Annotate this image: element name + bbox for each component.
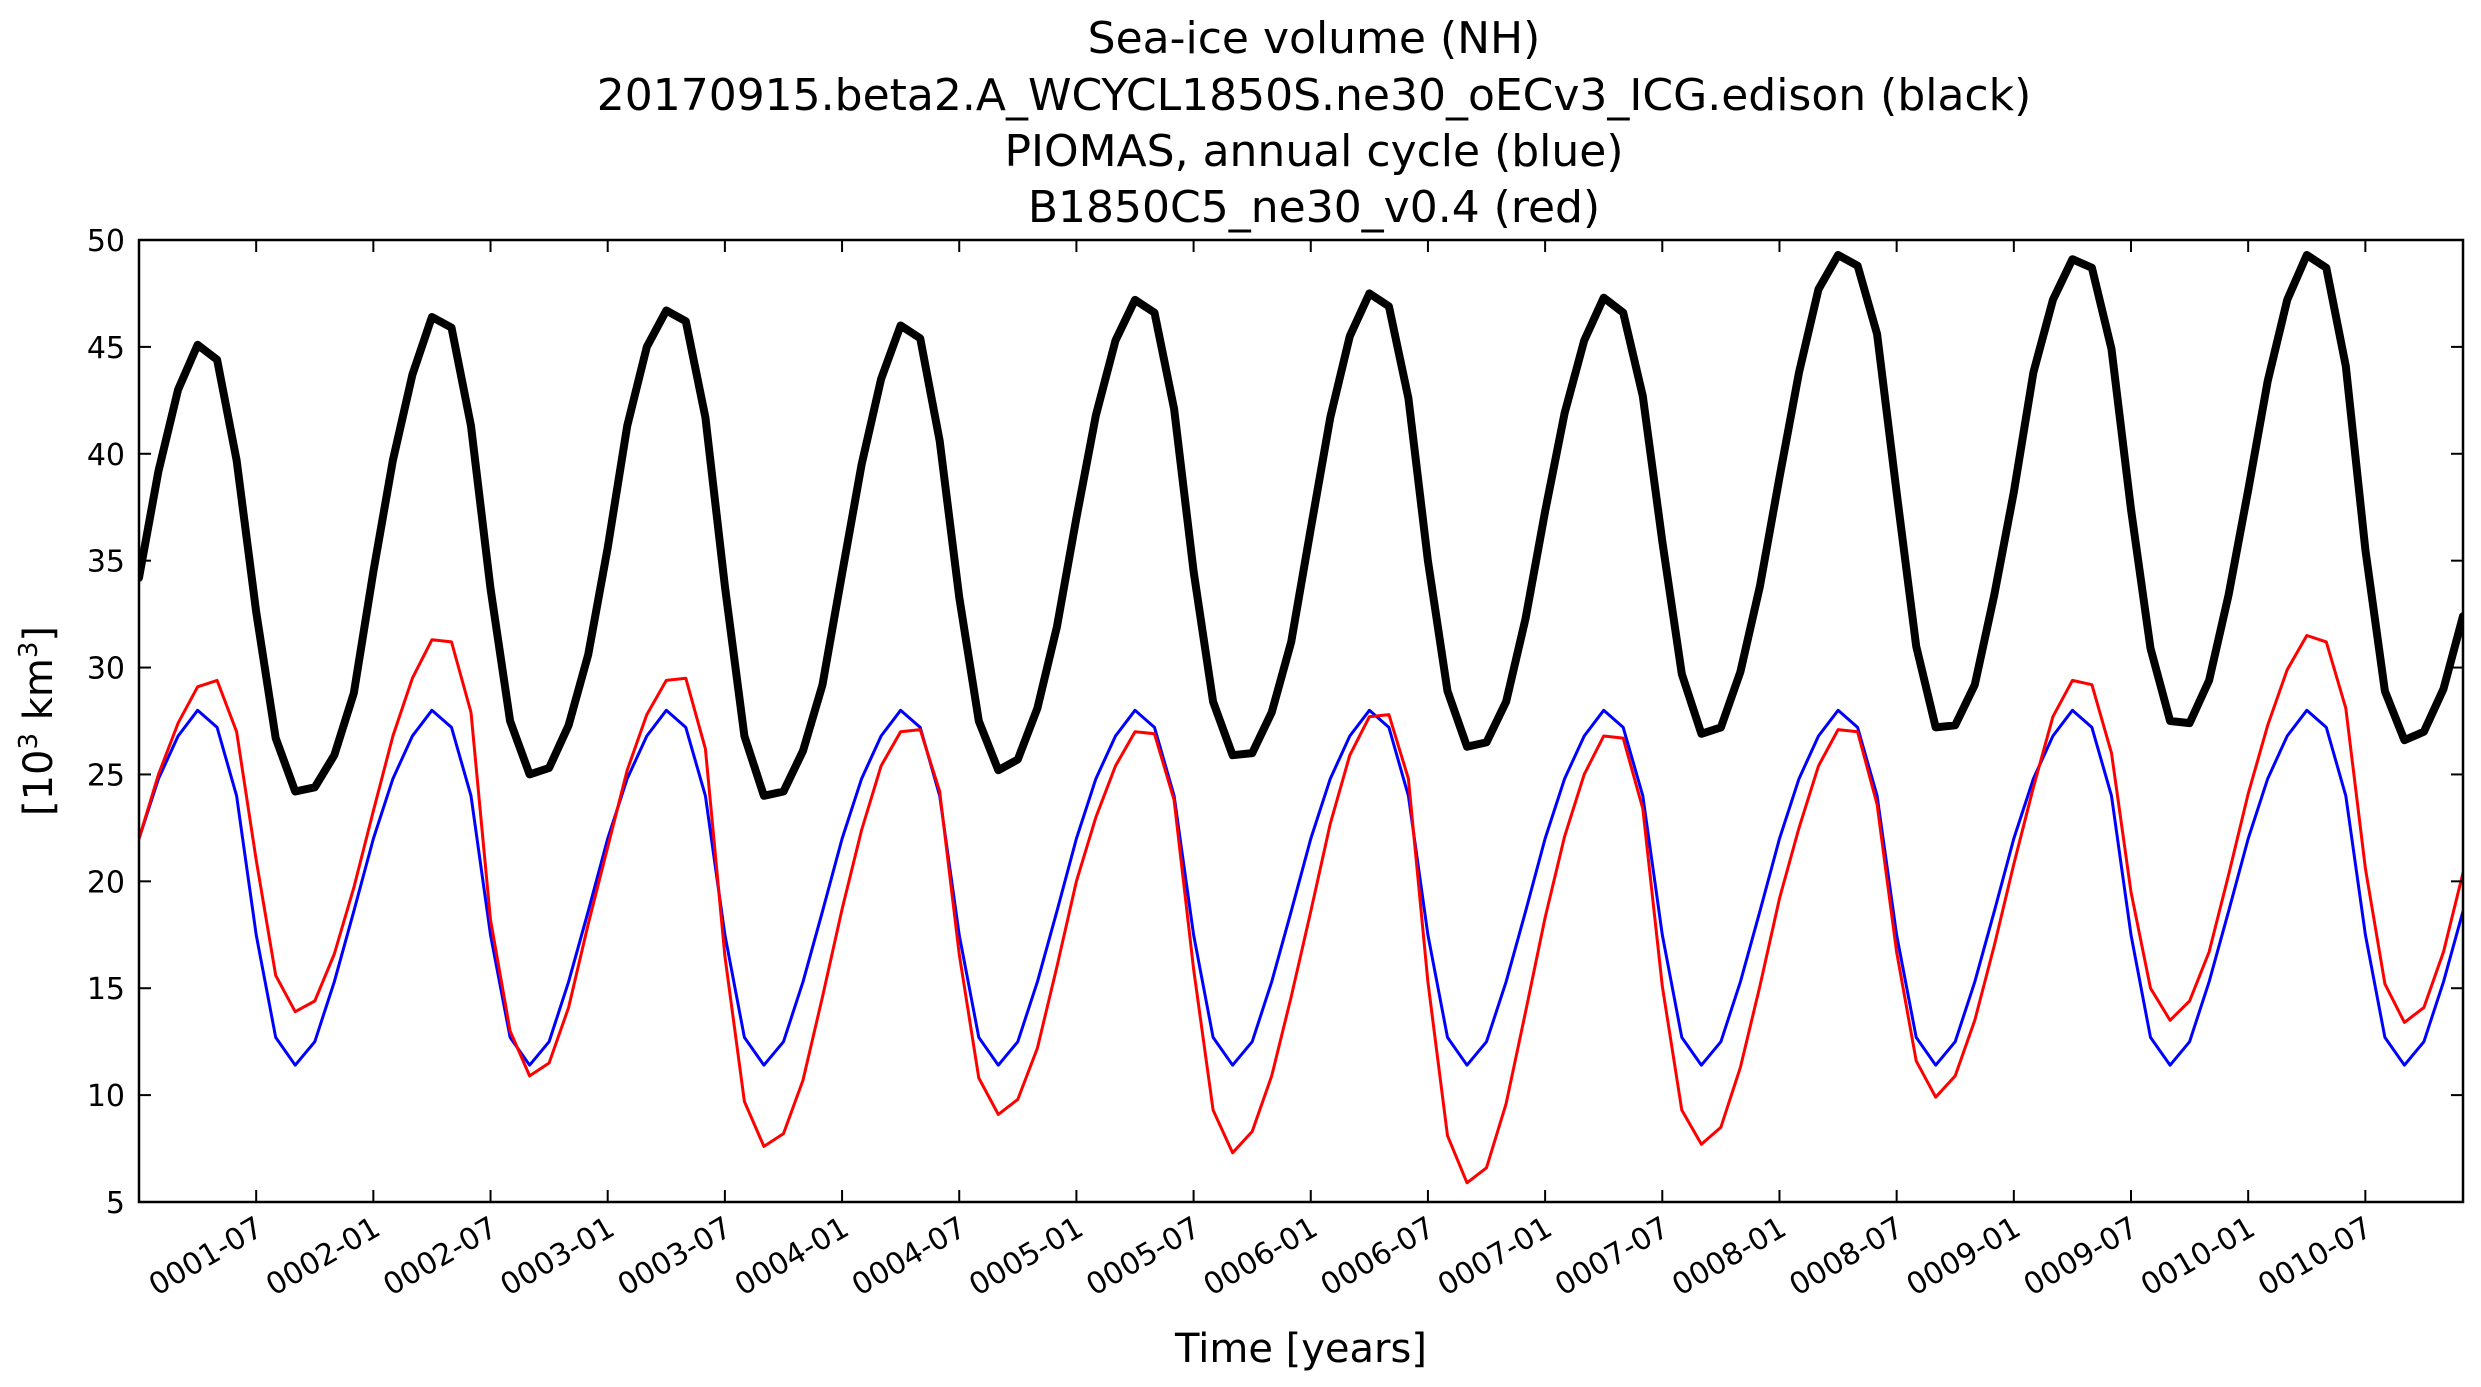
y-tick-label: 25 xyxy=(87,758,125,793)
y-label-sup-2: 3 xyxy=(14,642,44,659)
x-axis-label: Time [years] xyxy=(1174,1326,1427,1372)
y-tick-label: 45 xyxy=(87,331,125,366)
x-tick-label: 0005-07 xyxy=(1081,1210,1207,1303)
y-axis: 5 10 15 20 25 30 35 40 45 50 xyxy=(87,224,2463,1221)
y-tick-label: 15 xyxy=(87,972,125,1007)
x-tick-label: 0001-07 xyxy=(143,1210,269,1303)
x-tick-label: 0010-01 xyxy=(2135,1210,2261,1303)
series-layer xyxy=(139,251,2463,1185)
title-line-3: PIOMAS, annual cycle (blue) xyxy=(1004,126,1623,177)
plot-frame xyxy=(137,238,2465,1204)
y-tick-label: 35 xyxy=(87,545,125,580)
x-tick-label: 0005-01 xyxy=(963,1210,1089,1303)
y-tick-label: 10 xyxy=(87,1079,125,1114)
x-tick-label: 0008-01 xyxy=(1666,1210,1792,1303)
beta2-series-line xyxy=(139,251,2463,800)
b1850c5-series-line xyxy=(139,634,2463,1185)
y-label-prefix: [10 xyxy=(16,750,62,817)
y-tick-label: 40 xyxy=(87,438,125,473)
x-tick-label: 0003-01 xyxy=(495,1210,621,1303)
x-tick-label: 0010-07 xyxy=(2252,1210,2378,1303)
x-tick-label: 0006-07 xyxy=(1315,1210,1441,1303)
x-tick-label: 0009-01 xyxy=(1901,1210,2027,1303)
y-tick-label: 5 xyxy=(106,1186,125,1221)
x-tick-label: 0007-07 xyxy=(1549,1210,1675,1303)
x-tick-label: 0004-01 xyxy=(729,1210,855,1303)
plot-area: 5 10 15 20 25 30 35 40 45 50 0001-070002-010002-0… xyxy=(87,224,2465,1303)
x-tick-label: 0006-01 xyxy=(1198,1210,1324,1303)
x-tick-label: 0002-01 xyxy=(260,1210,386,1303)
x-tick-label: 0002-07 xyxy=(377,1210,503,1303)
y-tick-label: 30 xyxy=(87,652,125,687)
title-line-4: B1850C5_ne30_v0.4 (red) xyxy=(1028,182,1600,233)
piomas-series-line xyxy=(139,708,2463,1067)
x-tick-label: 0008-07 xyxy=(1784,1210,1910,1303)
title-line-2: 20170915.beta2.A_WCYCL1850S.ne30_oECv3_I… xyxy=(597,70,2032,121)
y-tick-label: 20 xyxy=(87,865,125,900)
chart-title: Sea-ice volume (NH) 20170915.beta2.A_WCY… xyxy=(597,13,2032,233)
y-tick-label: 50 xyxy=(87,224,125,259)
x-tick-label: 0004-07 xyxy=(846,1210,972,1303)
x-tick-label: 0003-07 xyxy=(612,1210,738,1303)
y-label-sup-1: 3 xyxy=(14,733,44,750)
y-label-middle: km xyxy=(16,658,62,733)
x-tick-label: 0007-01 xyxy=(1432,1210,1558,1303)
x-tick-label: 0009-07 xyxy=(2018,1210,2144,1303)
title-line-1: Sea-ice volume (NH) xyxy=(1088,13,1541,64)
y-axis-label: [103 km3] xyxy=(14,626,62,816)
x-axis: 0001-070002-010002-070003-010003-070004-… xyxy=(143,240,2378,1303)
y-label-suffix: ] xyxy=(16,626,62,642)
